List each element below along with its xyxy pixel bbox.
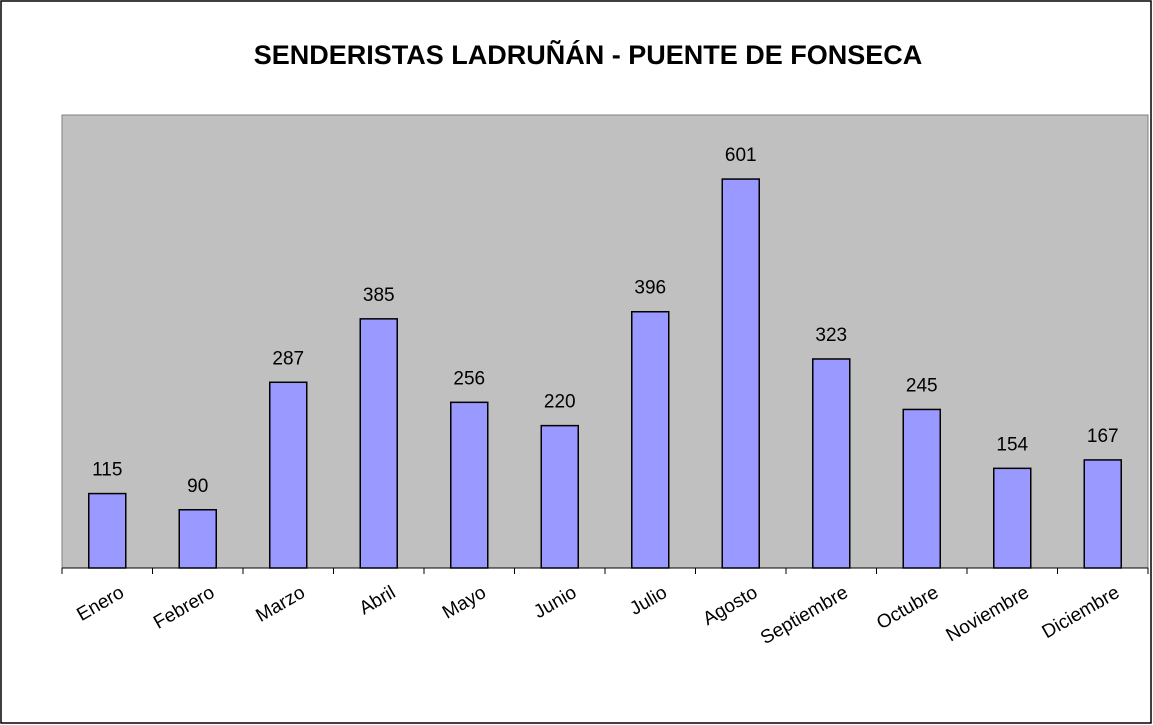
data-label: 220: [544, 392, 576, 413]
bar: [902, 408, 941, 569]
data-label: 115: [92, 460, 122, 481]
data-label: 385: [363, 285, 395, 306]
data-label: 601: [725, 145, 757, 166]
data-label: 396: [634, 278, 666, 299]
bar: [721, 178, 760, 569]
bar: [359, 318, 398, 569]
bar: [178, 509, 217, 569]
data-label: 167: [1087, 426, 1119, 447]
bar: [88, 492, 127, 569]
data-label: 323: [815, 325, 847, 346]
data-label: 154: [996, 434, 1028, 455]
bar: [631, 310, 670, 569]
bar: [540, 424, 579, 569]
data-label: 287: [272, 348, 304, 369]
bar: [1083, 459, 1122, 569]
bar: [812, 358, 851, 569]
bar: [269, 381, 308, 569]
bar: [993, 467, 1032, 569]
data-label: 256: [453, 368, 485, 389]
bar: [450, 401, 489, 569]
data-label: 90: [187, 476, 208, 497]
chart-title: SENDERISTAS LADRUÑÁN - PUENTE DE FONSECA: [254, 39, 923, 70]
data-label: 245: [906, 375, 938, 396]
plot-area: [61, 114, 1149, 569]
